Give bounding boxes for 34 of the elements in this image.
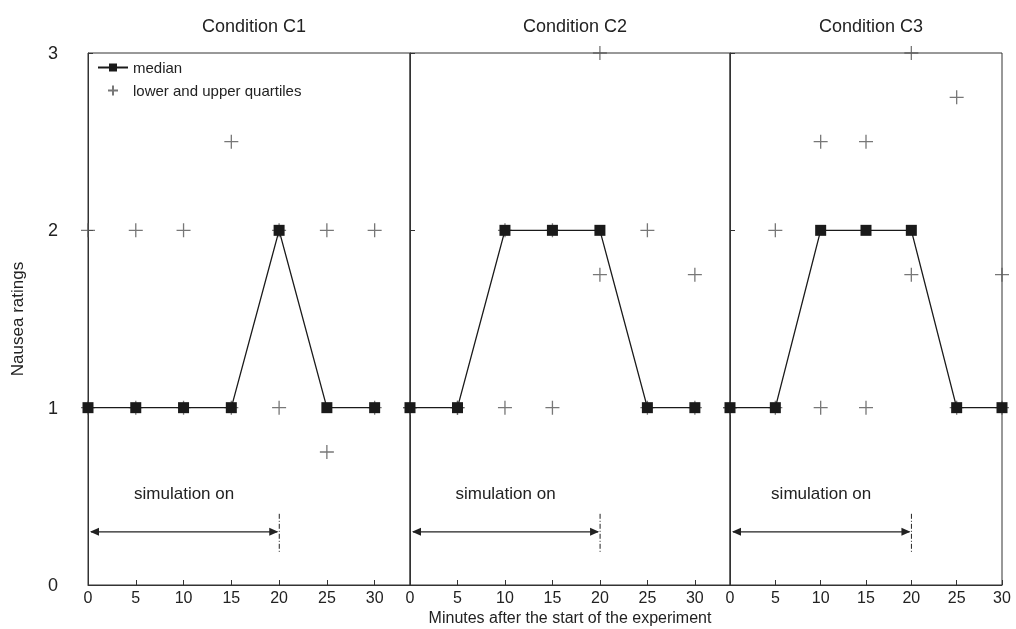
- x-tick-label: 20: [591, 588, 609, 606]
- x-tick-label: 15: [222, 588, 241, 606]
- annotation: simulation on: [771, 483, 872, 504]
- x-tick-label: 0: [405, 588, 415, 606]
- x-tick-label: 25: [638, 588, 657, 606]
- x-tick-label: 20: [270, 588, 289, 606]
- x-tick-label: 30: [993, 588, 1011, 606]
- x-tick-label: 25: [317, 588, 336, 606]
- legend-label: lower and upper quartiles: [133, 82, 302, 99]
- x-tick-label: 15: [857, 588, 875, 606]
- x-tick-label: 20: [902, 588, 921, 606]
- x-tick-label: 10: [174, 588, 193, 606]
- y-tick-label: 3: [47, 43, 58, 63]
- x-axis-title: Minutes after the start of the experiment: [428, 609, 712, 627]
- x-tick-label: 10: [811, 588, 830, 606]
- annotation: simulation on: [455, 483, 556, 504]
- x-tick-label: 30: [365, 588, 384, 606]
- x-tick-label: 25: [947, 588, 966, 606]
- y-tick-label: 1: [47, 397, 58, 418]
- x-tick-label: 5: [453, 588, 463, 606]
- x-tick-label: 15: [543, 588, 562, 606]
- y-axis-title: Nausea ratings: [8, 261, 27, 377]
- annotation: simulation on: [134, 483, 235, 504]
- x-tick-label: 0: [83, 588, 93, 606]
- x-tick-label: 5: [770, 588, 780, 606]
- y-tick-label: 2: [47, 220, 58, 241]
- chart-title: Condition C2: [522, 16, 628, 36]
- x-tick-label: 5: [131, 588, 141, 606]
- x-tick-label: 10: [496, 588, 514, 606]
- x-tick-label: 30: [685, 588, 704, 606]
- chart-title: Condition C3: [818, 16, 924, 36]
- chart-title: Condition C1: [201, 16, 307, 36]
- legend-label: median: [133, 59, 183, 76]
- x-tick-label: 0: [725, 588, 735, 606]
